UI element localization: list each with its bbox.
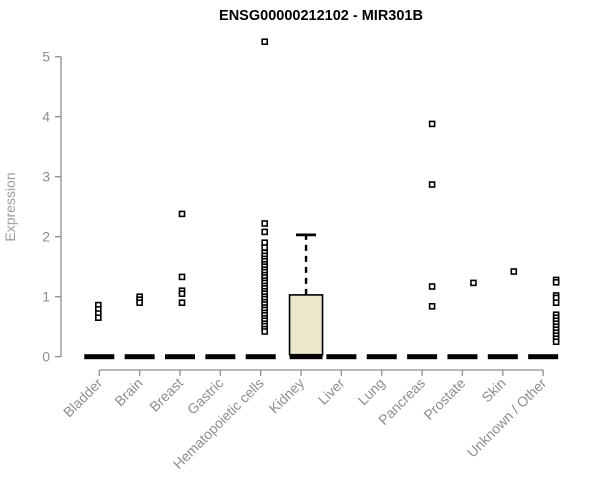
data-point: [178, 299, 186, 307]
data-point: [261, 244, 269, 251]
y-tick-label: 1: [42, 289, 50, 305]
median-line: [528, 354, 559, 360]
x-category-label: Prostate: [420, 375, 468, 423]
median-line: [366, 354, 397, 360]
data-point: [510, 268, 518, 275]
data-point: [428, 120, 436, 128]
data-point: [552, 299, 560, 307]
y-tick-label: 0: [42, 349, 50, 365]
data-point: [428, 283, 436, 290]
data-point: [95, 314, 102, 322]
median-line: [205, 354, 236, 360]
chart-title: ENSG00000212102 - MIR301B: [219, 8, 423, 24]
median-line: [245, 354, 276, 360]
data-point: [552, 338, 560, 346]
data-point: [261, 328, 269, 335]
x-category-label: Liver: [315, 375, 348, 408]
x-category-label: Lung: [355, 375, 388, 408]
median-line: [447, 354, 478, 360]
median-line: [407, 354, 438, 360]
median-line: [165, 354, 195, 360]
box: [288, 294, 324, 356]
data-point: [261, 38, 269, 46]
data-point: [261, 228, 269, 236]
median-line: [326, 354, 357, 360]
x-category-label: Bladder: [60, 375, 106, 421]
data-point: [428, 181, 436, 188]
median-line: [124, 354, 155, 360]
x-category-label: Brain: [111, 375, 145, 409]
y-tick-label: 3: [42, 169, 50, 185]
data-point: [470, 279, 477, 287]
y-tick-label: 4: [42, 109, 50, 125]
x-category-label: Skin: [478, 375, 509, 406]
data-point: [428, 302, 436, 310]
x-category-label: Kidney: [266, 375, 308, 417]
median-line: [487, 354, 518, 360]
y-tick-label: 2: [42, 229, 50, 245]
data-point: [261, 220, 269, 227]
data-point: [178, 210, 186, 218]
data-point: [552, 278, 560, 286]
median-line: [84, 354, 115, 360]
median-line: [289, 354, 323, 360]
y-tick-label: 5: [42, 49, 50, 65]
data-point: [178, 273, 186, 281]
data-point: [136, 299, 143, 307]
x-category-label: Breast: [146, 375, 186, 415]
data-point: [178, 290, 186, 298]
